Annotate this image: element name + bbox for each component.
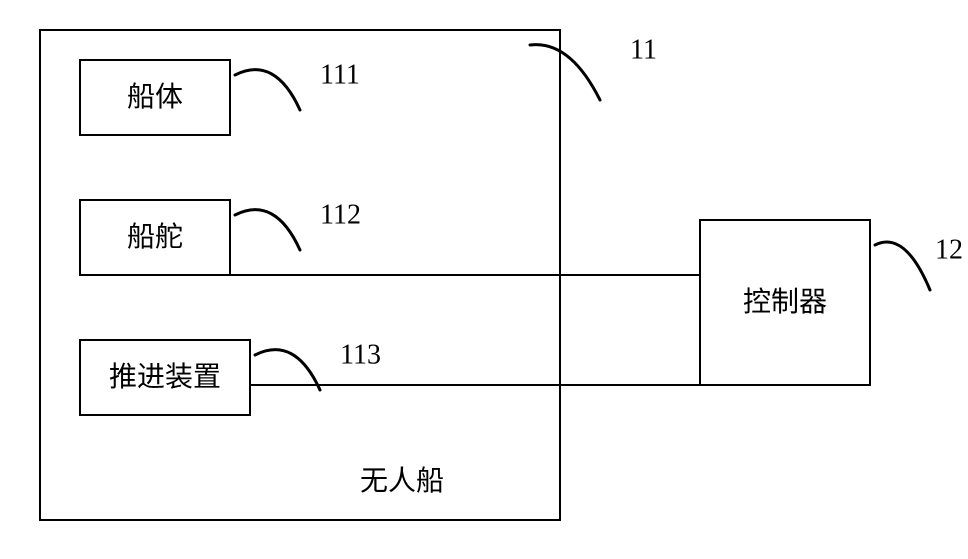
container-ref-number: 11 [630,35,657,66]
inner-hull-label: 船体 [127,81,183,113]
inner-hull-leader [235,70,300,110]
inner-rudder-label: 船舵 [127,221,183,253]
container-leader [530,45,600,100]
inner-hull-ref-number: 111 [320,60,360,91]
inner-propulsion-leader [255,350,320,390]
inner-rudder-leader [235,210,300,250]
controller-leader [875,242,930,290]
inner-rudder-ref-number: 112 [320,200,361,231]
block-diagram: 无人船 11 船体 111 船舵 112 推进装置 113 控制器 12 [0,0,968,559]
inner-propulsion-label: 推进装置 [109,361,221,393]
controller-ref-number: 12 [935,235,963,266]
container-label: 无人船 [360,465,444,497]
controller-label: 控制器 [743,286,827,318]
inner-propulsion-ref-number: 113 [340,340,381,371]
